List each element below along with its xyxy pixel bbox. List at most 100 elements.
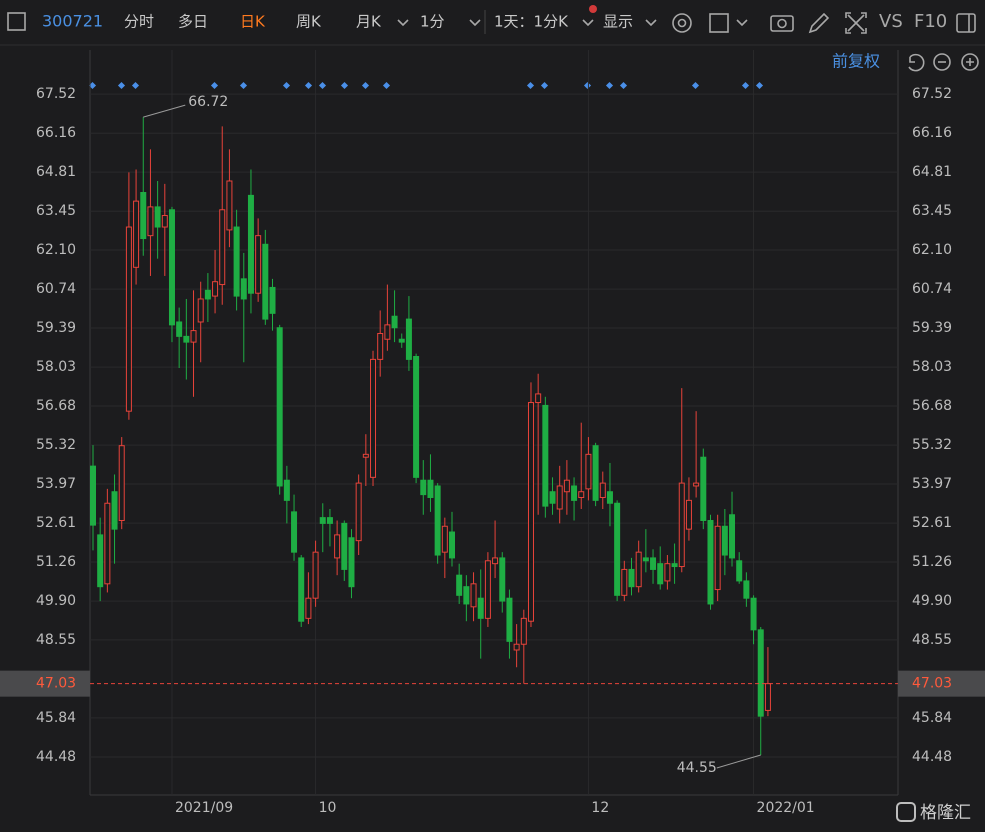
last-price-box (0, 670, 90, 697)
candle-body (599, 482, 606, 498)
candle-body (140, 192, 147, 240)
event-marker[interactable] (619, 81, 628, 90)
vs-button[interactable]: VS (879, 11, 903, 32)
event-marker[interactable] (282, 81, 291, 90)
candle (456, 563, 463, 604)
candle (125, 172, 132, 420)
candle (384, 284, 391, 351)
candle (147, 149, 154, 276)
candle (140, 117, 147, 256)
candle-body (133, 200, 140, 268)
zoom-in-icon[interactable] (961, 53, 979, 71)
candle (190, 290, 197, 397)
event-marker[interactable] (340, 81, 349, 90)
event-marker[interactable] (382, 81, 391, 90)
candle (111, 474, 118, 564)
candle-body (563, 479, 570, 493)
candle-body (427, 479, 434, 498)
y-tick-label: 62.10 (36, 242, 76, 258)
expand-icon[interactable] (845, 12, 867, 34)
event-marker[interactable] (239, 81, 248, 90)
candle-body (657, 563, 664, 585)
y-tick-label: 58.03 (36, 359, 76, 375)
sidebar-toggle[interactable] (7, 12, 26, 31)
candle-body (764, 683, 771, 711)
tab[interactable]: 周K (296, 13, 322, 31)
tab-active[interactable]: 日K (240, 13, 266, 31)
checkbox-icon[interactable] (709, 13, 729, 33)
candle-body (183, 335, 190, 343)
dropdown-arrow[interactable] (582, 19, 594, 27)
candle-body (262, 243, 269, 320)
candle (269, 278, 276, 331)
candle (413, 353, 420, 484)
stock-code[interactable]: 300721 (42, 12, 103, 31)
event-marker[interactable] (117, 81, 126, 90)
candle (247, 169, 254, 314)
range[interactable]: 1天：1分K (494, 13, 569, 31)
dropdown-arrow[interactable] (397, 19, 409, 27)
undo-icon[interactable] (908, 53, 925, 72)
y-tick-label: 63.45 (36, 203, 76, 219)
candle (700, 448, 707, 530)
candle (298, 555, 305, 627)
candle-body (154, 206, 161, 228)
dropdown-arrow[interactable] (645, 19, 657, 27)
watermark-logo (896, 802, 916, 822)
zoom-out-icon[interactable] (933, 53, 951, 71)
settings-icon[interactable] (672, 13, 692, 33)
candle-body (729, 514, 736, 559)
event-marker[interactable] (605, 81, 614, 90)
y-tick-label: 55.32 (36, 437, 76, 453)
event-marker[interactable] (88, 81, 97, 90)
candle (693, 411, 700, 498)
candle (685, 477, 692, 541)
event-marker[interactable] (691, 81, 700, 90)
pencil-icon[interactable] (808, 12, 830, 34)
candle (506, 589, 513, 659)
candle (233, 209, 240, 311)
event-marker[interactable] (318, 81, 327, 90)
plot: 67.52 67.52 66.16 66.16 64.81 64.81 63.45 63.45… (0, 50, 985, 816)
candle-body (334, 534, 341, 559)
event-marker[interactable] (210, 81, 219, 90)
candle-body (449, 531, 455, 559)
event-marker[interactable] (583, 81, 592, 90)
tab[interactable]: 分时 (124, 13, 154, 31)
adjust-mode[interactable]: 前复权 (832, 52, 880, 71)
tab[interactable]: 月K (356, 13, 382, 31)
f10-button[interactable]: F10 (914, 11, 947, 32)
display[interactable]: 显示 (603, 13, 633, 31)
candle-body (413, 356, 420, 478)
dropdown-arrow[interactable] (469, 19, 481, 27)
event-marker[interactable] (741, 81, 750, 90)
interval[interactable]: 1分 (420, 13, 445, 31)
candle-body (463, 586, 470, 605)
candle (276, 324, 283, 495)
event-marker[interactable] (304, 81, 313, 90)
camera-icon[interactable] (770, 15, 794, 32)
event-marker[interactable] (361, 81, 370, 90)
candle (671, 543, 678, 584)
panel-icon[interactable] (956, 13, 976, 33)
annotation-label: 44.55 (677, 760, 717, 776)
candle (549, 477, 556, 515)
event-marker[interactable] (526, 81, 535, 90)
candle (255, 218, 262, 302)
candle-body (219, 209, 226, 286)
candle-body (125, 226, 132, 412)
candle-body (168, 209, 175, 326)
candle-body (377, 332, 384, 360)
event-marker[interactable] (131, 81, 140, 90)
candle-body (592, 445, 599, 501)
candle-body (276, 327, 283, 487)
candle (707, 514, 714, 610)
candle-body (635, 551, 642, 588)
event-marker[interactable] (755, 81, 764, 90)
event-marker[interactable] (540, 81, 549, 90)
dropdown-arrow[interactable] (736, 19, 748, 27)
candle-body (650, 557, 657, 570)
candle (477, 569, 484, 659)
tab[interactable]: 多日 (178, 13, 208, 31)
candle (219, 126, 226, 305)
